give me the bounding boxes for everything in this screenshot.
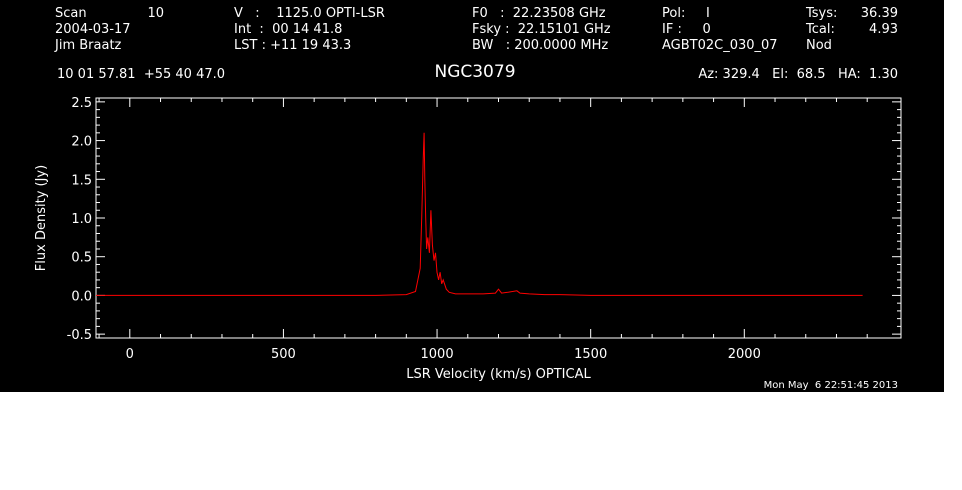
tcal-label: Tcal: (806, 22, 835, 37)
y-tick-label: 2.0 (71, 135, 92, 150)
x-tick-label: 1000 (421, 347, 454, 362)
y-axis-label: Flux Density (Jy) (34, 165, 49, 271)
scan-label: Scan (55, 6, 87, 21)
x-tick-label: 2000 (728, 347, 761, 362)
switching-mode: Nod (806, 38, 832, 53)
sky-frequency: Fsky : 22.15101 GHz (472, 22, 611, 37)
tcal-value: 4.93 (869, 22, 898, 37)
spectrum-chart: 0 500 1000 1500 2000 -0.5 0.0 0.5 1.0 1.5 2.0 2.5 L… (34, 96, 902, 382)
spectrum-line (96, 132, 863, 296)
timestamp: Mon May 6 22:51:45 2013 (763, 380, 898, 391)
y-tick-label: 0.0 (71, 289, 92, 304)
y-tick-label: 1.0 (71, 212, 92, 227)
polarization: Pol: I (662, 6, 710, 21)
velocity-info: V : 1125.0 OPTI-LSR (234, 6, 385, 21)
x-tick-label: 500 (271, 347, 296, 362)
obs-date: 2004-03-17 (55, 22, 131, 37)
y-tick-label: 0.5 (71, 251, 92, 266)
x-axis-label: LSR Velocity (km/s) OPTICAL (406, 367, 591, 382)
scan-value: 10 (147, 6, 164, 21)
plot-frame (95, 97, 902, 339)
rest-frequency: F0 : 22.23508 GHz (472, 6, 606, 21)
tick-labels: 0 500 1000 1500 2000 -0.5 0.0 0.5 1.0 1.5 2.0 2.5 (67, 96, 761, 362)
axis-ticks (96, 98, 901, 338)
project-id: AGBT02C_030_07 (662, 38, 778, 53)
lst-info: LST : +11 19 43.3 (234, 38, 352, 53)
integration-info: Int : 00 14 41.8 (234, 22, 343, 37)
pointing-info: Az: 329.4 El: 68.5 HA: 1.30 (698, 67, 898, 82)
x-tick-label: 0 (126, 347, 134, 362)
plot-window (0, 0, 944, 392)
spectrum-series (96, 132, 863, 296)
y-tick-label: -0.5 (67, 328, 92, 343)
y-tick-label: 1.5 (71, 173, 92, 188)
y-tick-label: 2.5 (71, 96, 92, 111)
plot-axes (95, 97, 902, 339)
x-tick-label: 1500 (574, 347, 607, 362)
tsys-label: Tsys: (806, 6, 838, 21)
tsys-value: 36.39 (860, 6, 898, 21)
source-name: NGC3079 (434, 62, 516, 82)
if-number: IF : 0 (662, 22, 711, 37)
coordinates: 10 01 57.81 +55 40 47.0 (57, 67, 226, 82)
bandwidth: BW : 200.0000 MHz (472, 38, 609, 53)
observer: Jim Braatz (55, 38, 122, 53)
